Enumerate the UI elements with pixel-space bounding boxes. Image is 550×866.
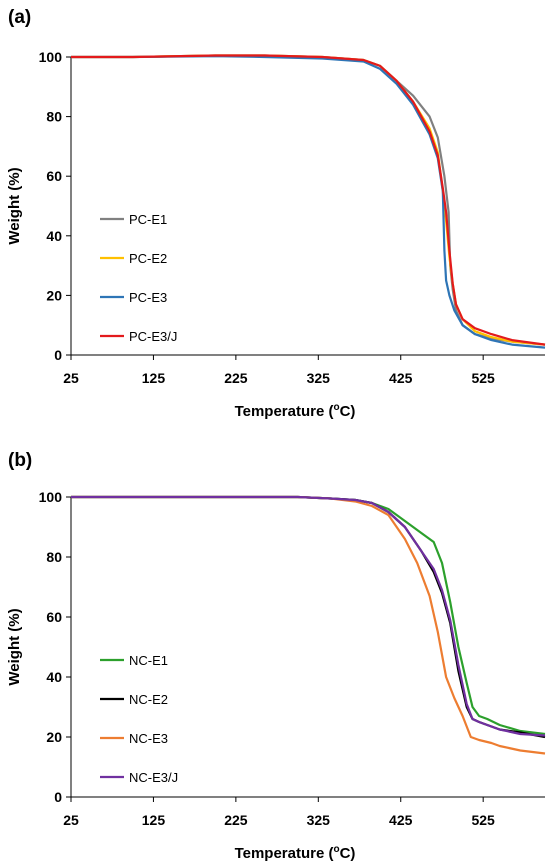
panel-a-y-axis-title: Weight (%)	[6, 167, 23, 244]
panel-a-xtick-label: 325	[307, 370, 331, 386]
panel-b-ytick-label: 20	[46, 729, 62, 745]
panel-a-x-axis-title-sup: o	[333, 402, 339, 413]
panel-b-ytick-label: 100	[39, 489, 63, 505]
series-line-pc-e3-j	[71, 54, 546, 346]
panel-b-xtick-label: 25	[63, 812, 79, 828]
legend-label-pc-e1: PC-E1	[129, 212, 167, 227]
panel-b-x-axis-title-tail: C)	[340, 845, 356, 862]
panel-a-xtick-label: 425	[389, 370, 413, 386]
panel-b-x-axis-title-sup: o	[333, 844, 339, 855]
panel-a-xtick-label: 525	[471, 370, 495, 386]
panel-a-label: (a)	[8, 7, 31, 28]
panel-a-ytick-label: 20	[46, 287, 62, 303]
panel-b-ytick-label: 0	[54, 789, 62, 805]
series-line-nc-e3-j	[71, 495, 546, 737]
panel-b-xtick-label: 225	[224, 812, 248, 828]
panel-a-ticks: 0 20 40 60 80 100 25 125 225 325 425 525	[39, 49, 495, 386]
panel-a-x-axis-title-main: Temperature (	[235, 403, 334, 420]
panel-b-legend: NC-E1 NC-E2 NC-E3 NC-E3/J	[100, 653, 178, 785]
panel-a-xtick-label: 25	[63, 370, 79, 386]
panel-a-xtick-label: 225	[224, 370, 248, 386]
legend-label-nc-e3: NC-E3	[129, 731, 168, 746]
panel-b-xtick-label: 525	[471, 812, 495, 828]
panel-a-x-axis-title-tail: C)	[340, 403, 356, 420]
panel-a-xtick-label: 125	[142, 370, 166, 386]
panel-b-ytick-label: 40	[46, 669, 62, 685]
panel-a-legend: PC-E1 PC-E2 PC-E3 PC-E3/J	[100, 212, 177, 344]
panel-b-ytick-label: 60	[46, 609, 62, 625]
legend-label-nc-e1: NC-E1	[129, 653, 168, 668]
panel-b-series	[71, 495, 546, 755]
legend-label-pc-e3-j: PC-E3/J	[129, 329, 177, 344]
legend-label-pc-e3: PC-E3	[129, 290, 167, 305]
panel-b-ticks: 0 20 40 60 80 100 25 125 225 325 425 525	[39, 489, 495, 828]
panel-a-ytick-label: 60	[46, 168, 62, 184]
panel-a-ytick-label: 80	[46, 109, 62, 125]
panel-b-xtick-label: 325	[307, 812, 331, 828]
series-line-nc-e3	[71, 495, 546, 755]
legend-label-nc-e3-j: NC-E3/J	[129, 770, 178, 785]
panel-b-x-axis-title: Temperature (oC)	[235, 844, 356, 862]
legend-label-pc-e2: PC-E2	[129, 251, 167, 266]
panel-b-y-axis-title: Weight (%)	[6, 608, 23, 685]
panel-a-x-axis-title: Temperature (oC)	[235, 402, 356, 420]
panel-b-x-axis-title-main: Temperature (	[235, 845, 334, 862]
panel-b-xtick-label: 425	[389, 812, 413, 828]
panel-b-ytick-label: 80	[46, 549, 62, 565]
panel-a-ytick-label: 100	[39, 49, 63, 65]
panel-a-ytick-label: 0	[54, 347, 62, 363]
panel-a-series	[71, 54, 546, 349]
panel-a-ytick-label: 40	[46, 228, 62, 244]
panel-b-label: (b)	[8, 450, 32, 471]
legend-label-nc-e2: NC-E2	[129, 692, 168, 707]
panel-b-xtick-label: 125	[142, 812, 166, 828]
